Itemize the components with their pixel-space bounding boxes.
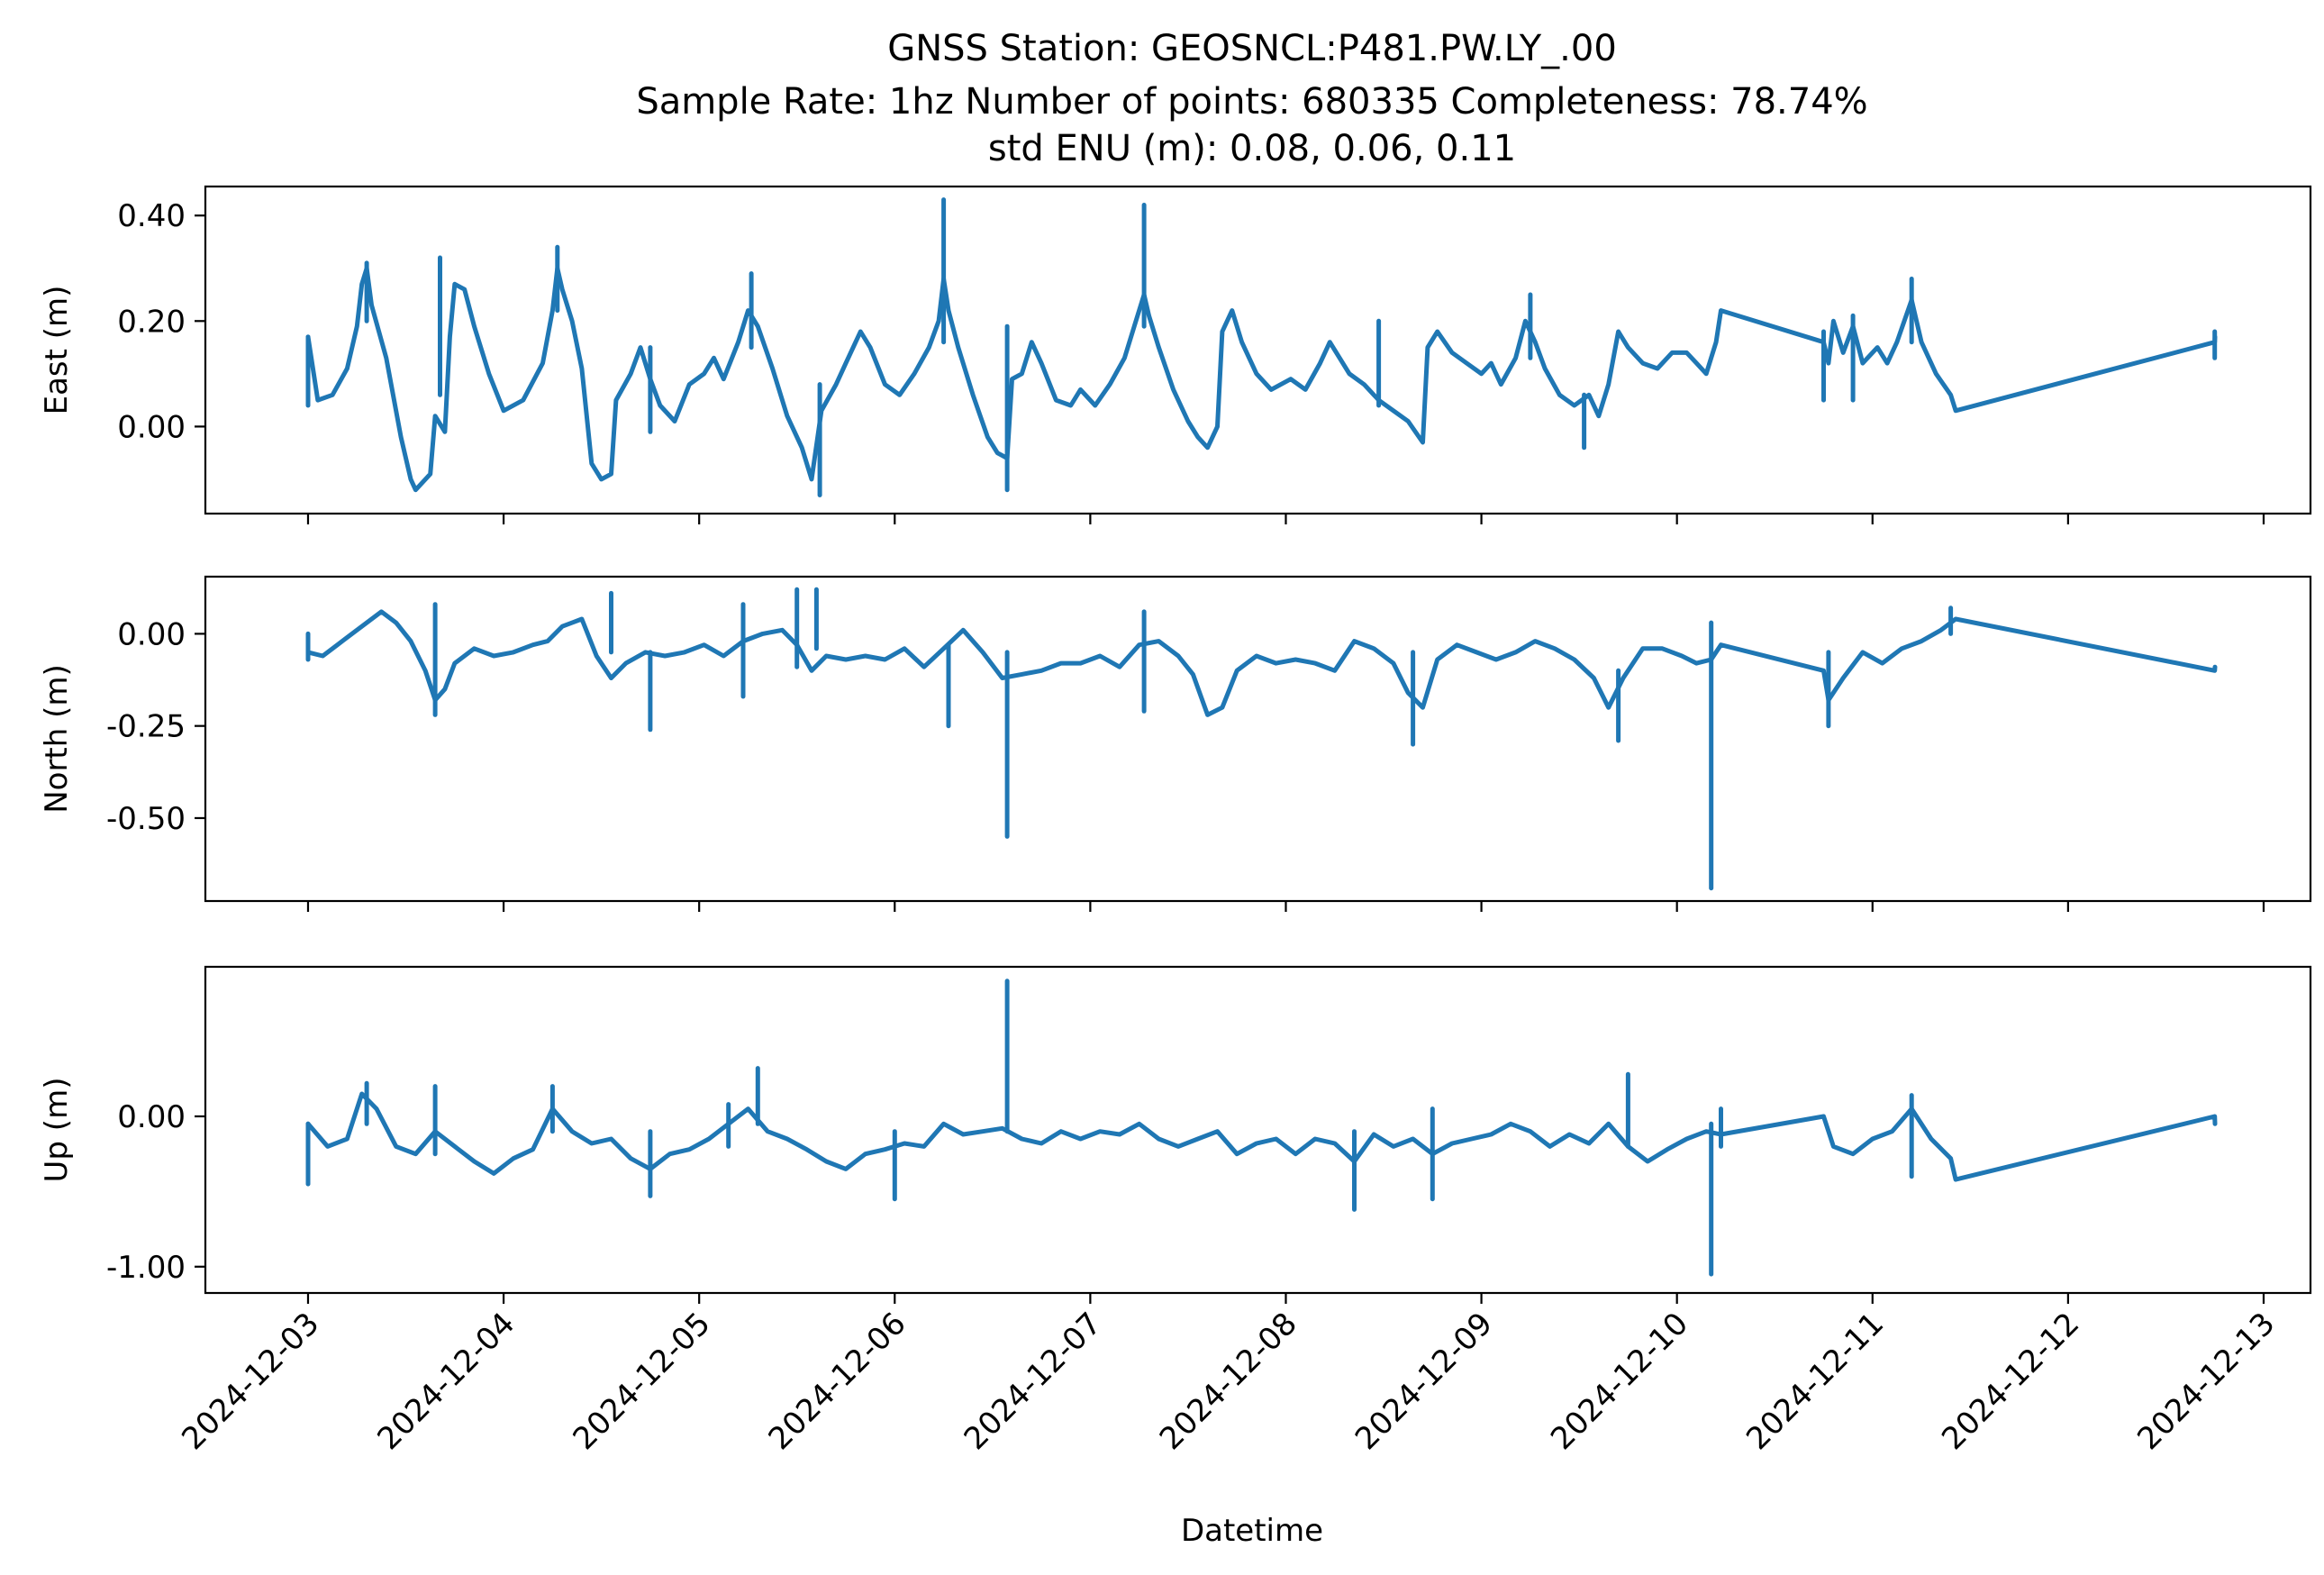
y-axis-label-3: Up (m) <box>39 1078 75 1183</box>
series-line-2 <box>305 609 2218 717</box>
y-tick-label: -1.00 <box>106 1250 186 1286</box>
y-axis-label-1: East (m) <box>39 286 75 415</box>
subplot-2: 0.00 -0.25 -0.50 North (m) <box>39 575 2312 912</box>
axes-frame-2 <box>204 575 2312 903</box>
y-tick-label: 0.00 <box>117 616 186 652</box>
subplot-1: 0.00 0.20 0.40 East (m) <box>39 185 2312 524</box>
x-axis-label: Datetime <box>1181 1513 1323 1549</box>
chart-title-line-3: std ENU (m): 0.08, 0.06, 0.11 <box>988 128 1516 169</box>
chart-title-line-1: GNSS Station: GEOSNCL:P481.PW.LY_.00 <box>887 28 1617 69</box>
axes-frame-3 <box>204 965 2312 1295</box>
y-tick-label: 0.40 <box>117 198 186 234</box>
y-tick-label: 0.00 <box>117 409 186 445</box>
subplot-3: 0.00 -1.00 Up (m) <box>39 965 2312 1304</box>
chart-title-line-2: Sample Rate: 1hz Number of points: 68033… <box>636 81 1867 123</box>
y-tick-label: 0.20 <box>117 304 186 340</box>
series-line-1 <box>305 266 2218 493</box>
y-tick-label: 0.00 <box>117 1099 186 1135</box>
y-tick-label: -0.25 <box>106 709 186 745</box>
axes-frame-1 <box>204 185 2312 515</box>
series-line-3 <box>305 1091 2218 1182</box>
y-axis-label-2: North (m) <box>39 664 75 814</box>
y-tick-label: -0.50 <box>106 801 186 837</box>
